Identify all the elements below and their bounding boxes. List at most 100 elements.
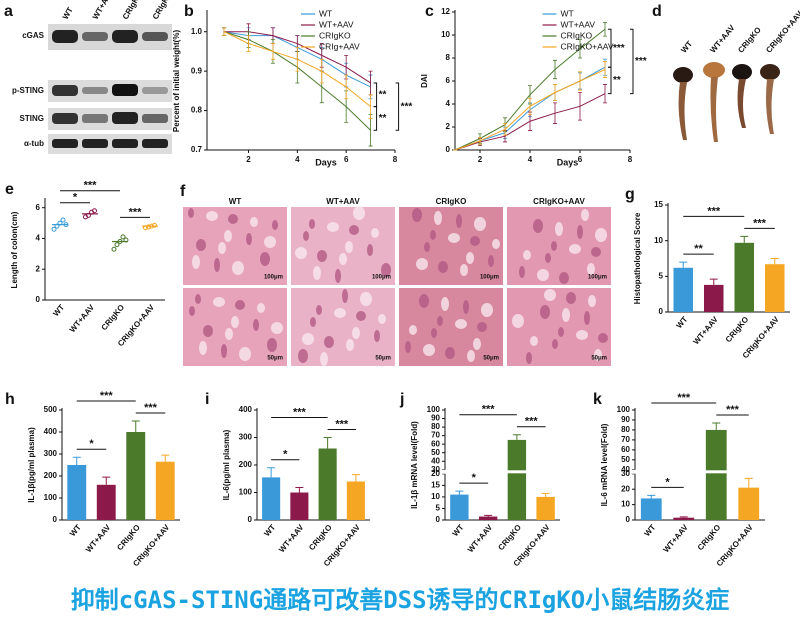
crypt: [474, 217, 486, 231]
row-label: α-tub: [24, 139, 44, 148]
error-bar: [478, 136, 482, 145]
crypt: [588, 295, 596, 307]
crypt: [466, 252, 474, 264]
crypt: [188, 208, 194, 218]
panel-label: b: [184, 3, 194, 20]
error-bar: [709, 278, 718, 285]
bar: [318, 448, 337, 520]
crypt: [339, 253, 347, 265]
error-bar: [647, 494, 656, 499]
x-tick-label: WT+AAV: [662, 522, 691, 554]
error-bar: [603, 61, 607, 78]
crypt: [530, 336, 538, 346]
y-tick-label: 0.7: [191, 145, 203, 154]
blot-bands: [48, 24, 172, 154]
crypt: [250, 217, 258, 227]
lane-label: CRIgKO: [121, 0, 144, 21]
crypt: [488, 255, 494, 267]
crypt: [199, 341, 207, 355]
crypt: [409, 325, 417, 335]
crypt: [555, 222, 563, 236]
crypt: [206, 211, 218, 221]
panel-label: h: [5, 391, 15, 408]
crypt: [271, 322, 283, 334]
y-tick-label: 100: [239, 488, 253, 497]
crypt: [533, 219, 543, 233]
y-tick-label: 0.8: [191, 106, 203, 115]
y-tick-label: 80: [431, 422, 440, 431]
crypt: [419, 294, 429, 308]
lane-label: CRIgKO+AAV: [151, 0, 185, 21]
significance-label: ***: [100, 390, 114, 402]
crypt: [228, 214, 238, 224]
crypt: [295, 247, 307, 259]
error-bar: [222, 27, 227, 37]
bar: [734, 242, 755, 312]
y-axis-label: DAI: [420, 74, 429, 88]
x-tick-label: 8: [628, 155, 633, 164]
error-bar: [368, 114, 373, 147]
y-tick-label: 100: [427, 405, 441, 414]
x-tick-label: WT+AAV: [277, 522, 306, 554]
x-tick-label: 4: [295, 155, 300, 164]
crypt: [519, 266, 525, 278]
y-tick-label: 0: [446, 145, 451, 154]
crypt: [235, 300, 245, 310]
bar: [705, 429, 727, 520]
crypt: [477, 322, 487, 332]
error-bar: [323, 437, 332, 449]
error-bar: [267, 467, 276, 478]
axis-break: [631, 469, 639, 474]
y-axis-label: IL-6(pg/ml plasma): [222, 429, 231, 500]
crypt: [448, 233, 460, 243]
error-bar: [246, 35, 251, 52]
bar-break: [636, 470, 766, 474]
x-tick-label: CRIgKO: [696, 523, 723, 552]
crypt: [559, 272, 569, 284]
legend-label: CRIgKO+AAV: [561, 41, 614, 51]
crypt: [356, 311, 366, 321]
error-bar: [578, 92, 582, 121]
error-bar: [553, 102, 557, 124]
crypt: [334, 308, 346, 318]
point: [51, 226, 57, 232]
crypt: [246, 233, 252, 245]
crypt: [456, 214, 462, 228]
significance-label: **: [694, 243, 703, 255]
histology-label: WT: [229, 197, 242, 206]
panel-label: c: [425, 3, 434, 20]
crypt: [492, 239, 500, 249]
histology-images: [183, 206, 611, 366]
crypt: [192, 255, 200, 269]
significance-bracket: [395, 82, 400, 131]
y-tick-label: 15: [431, 480, 440, 489]
bar: [126, 432, 146, 520]
crypt: [316, 305, 322, 315]
crypt: [584, 311, 590, 325]
crypt: [470, 236, 480, 246]
legend-label: CRIgKO: [561, 30, 593, 40]
error-bar: [679, 261, 688, 268]
crypt: [566, 292, 576, 304]
significance-bracket: [630, 28, 634, 95]
significance-label: ***: [726, 404, 740, 416]
crypt: [424, 242, 430, 252]
y-tick-label: 0: [436, 515, 441, 524]
crypt: [577, 225, 583, 239]
significance-bracket: [373, 106, 378, 131]
y-tick-label: 15: [654, 200, 663, 209]
bar-break: [446, 470, 561, 474]
error-bar: [712, 422, 721, 430]
crypt: [203, 325, 213, 337]
y-tick-label: 300: [239, 433, 253, 442]
crypt: [562, 308, 570, 322]
significance-bracket: [608, 66, 612, 95]
x-tick-label: WT: [643, 523, 658, 538]
crypt: [224, 230, 232, 242]
crypt: [218, 242, 226, 254]
y-tick-label: 500: [44, 405, 58, 414]
y-tick-label: 4: [36, 234, 41, 243]
crypt: [257, 303, 265, 313]
y-axis-label: IL-1β mRNA level(Fold): [410, 421, 419, 509]
